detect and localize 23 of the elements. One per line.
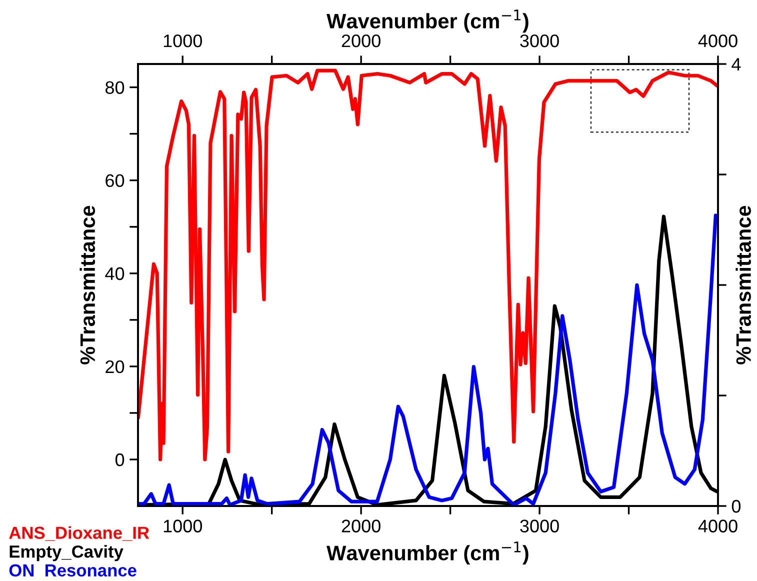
y-tick-label: 40 (105, 267, 124, 280)
y-tick-label: 80 (106, 81, 124, 94)
x2-tick-label: 1000 (164, 34, 202, 48)
y2-tick-label: 0 (732, 500, 741, 513)
y2-axis-title: %Transmittance (736, 206, 751, 364)
x-tick-label: 4000 (698, 520, 738, 532)
line-series (138, 68, 718, 462)
y-tick-label: 60 (106, 174, 124, 188)
y-tick-label: 0 (115, 453, 124, 466)
x-tick-label: 3000 (520, 520, 559, 532)
x-tick-label: 1000 (164, 520, 202, 532)
text: ANS_Dioxane_IR (9, 526, 150, 541)
y-tick-label: 20 (106, 360, 124, 374)
x2-tick-label: 3000 (520, 34, 559, 48)
x2-tick-label: 2000 (342, 34, 380, 48)
x-tick-label: 2000 (342, 520, 380, 532)
y-axis-title: %Transmittance (80, 206, 96, 364)
x2-tick-label: 4000 (698, 34, 738, 48)
text: Empty_Cavity (10, 544, 124, 562)
x-axis-title: Wavenumber (cm$^{−1}$) (326, 542, 528, 565)
y2-tick-label: 4 (732, 58, 741, 71)
text: ON Resonance (9, 564, 136, 577)
x2-axis-title: Wavenumber (cm$^{−1}$) (326, 10, 528, 33)
